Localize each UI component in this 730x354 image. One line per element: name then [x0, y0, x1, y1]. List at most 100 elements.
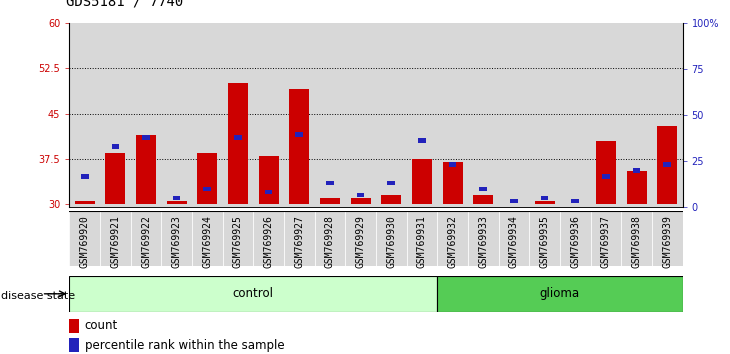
Text: GSM769923: GSM769923 [172, 215, 182, 268]
Bar [69, 211, 100, 266]
Bar [480, 187, 487, 192]
Bar [529, 211, 560, 266]
Bar [407, 211, 437, 266]
Bar [265, 190, 272, 194]
Bar [100, 23, 131, 207]
Bar [253, 211, 284, 266]
Bar [664, 162, 671, 167]
Bar [376, 211, 407, 266]
Bar [142, 135, 150, 140]
Text: GSM769925: GSM769925 [233, 215, 243, 268]
Bar [541, 196, 548, 200]
Text: GSM769926: GSM769926 [264, 215, 274, 268]
Bar [223, 23, 253, 207]
Bar [621, 211, 652, 266]
Bar [407, 23, 437, 207]
Text: GSM769924: GSM769924 [202, 215, 212, 268]
Bar [112, 144, 119, 149]
Bar [161, 23, 192, 207]
Bar [234, 135, 242, 140]
Text: GSM769932: GSM769932 [447, 215, 458, 268]
Text: control: control [233, 287, 274, 300]
Bar [69, 338, 79, 352]
Text: GSM769921: GSM769921 [110, 215, 120, 268]
Text: GSM769938: GSM769938 [631, 215, 642, 268]
Text: count: count [85, 319, 118, 332]
Bar [296, 132, 303, 137]
Bar [529, 23, 560, 207]
Text: GSM769933: GSM769933 [478, 215, 488, 268]
Bar [204, 187, 211, 192]
Bar [499, 211, 529, 266]
Bar [418, 138, 426, 143]
Text: GSM769929: GSM769929 [356, 215, 366, 268]
Text: GSM769920: GSM769920 [80, 215, 90, 268]
Bar [284, 211, 315, 266]
Bar [633, 169, 640, 173]
Bar [69, 276, 437, 312]
Text: GSM769936: GSM769936 [570, 215, 580, 268]
Bar [69, 319, 79, 333]
Text: GSM769928: GSM769928 [325, 215, 335, 268]
Text: GSM769922: GSM769922 [141, 215, 151, 268]
Bar [81, 175, 88, 179]
Bar [69, 23, 100, 207]
Bar [105, 153, 126, 204]
Bar [223, 211, 253, 266]
Bar [437, 23, 468, 207]
Bar [652, 211, 683, 266]
Bar [100, 211, 131, 266]
Text: GSM769927: GSM769927 [294, 215, 304, 268]
Bar [510, 199, 518, 204]
Bar [197, 153, 218, 204]
Bar [473, 195, 493, 204]
Bar [621, 23, 652, 207]
Text: percentile rank within the sample: percentile rank within the sample [85, 339, 284, 352]
Bar [350, 198, 371, 204]
Bar [437, 211, 468, 266]
Bar [468, 23, 499, 207]
Text: GSM769937: GSM769937 [601, 215, 611, 268]
Bar [357, 193, 364, 198]
Bar [560, 211, 591, 266]
Text: disease state: disease state [1, 291, 76, 301]
Bar [131, 23, 161, 207]
Bar [596, 141, 616, 204]
Bar [258, 156, 279, 204]
Bar [657, 126, 677, 204]
Bar [173, 196, 180, 200]
Text: GSM769934: GSM769934 [509, 215, 519, 268]
Bar [345, 211, 376, 266]
Bar [284, 23, 315, 207]
Bar [289, 90, 310, 204]
Text: GSM769931: GSM769931 [417, 215, 427, 268]
Bar [442, 162, 463, 204]
Bar [161, 211, 192, 266]
Text: GSM769935: GSM769935 [539, 215, 550, 268]
Bar [499, 23, 529, 207]
Bar [602, 175, 610, 179]
Bar [626, 171, 647, 204]
Bar [652, 23, 683, 207]
Bar [315, 211, 345, 266]
Bar [228, 83, 248, 204]
Bar [326, 181, 334, 185]
Bar [166, 201, 187, 204]
Bar [437, 276, 683, 312]
Bar [315, 23, 345, 207]
Bar [591, 211, 621, 266]
Bar [345, 23, 376, 207]
Bar [381, 195, 402, 204]
Text: GSM769930: GSM769930 [386, 215, 396, 268]
Bar [131, 211, 161, 266]
Bar [449, 162, 456, 167]
Bar [572, 199, 579, 204]
Bar [136, 135, 156, 204]
Bar [468, 211, 499, 266]
Bar [192, 211, 223, 266]
Bar [320, 198, 340, 204]
Text: GSM769939: GSM769939 [662, 215, 672, 268]
Text: GDS5181 / 7740: GDS5181 / 7740 [66, 0, 183, 9]
Bar [591, 23, 621, 207]
Bar [253, 23, 284, 207]
